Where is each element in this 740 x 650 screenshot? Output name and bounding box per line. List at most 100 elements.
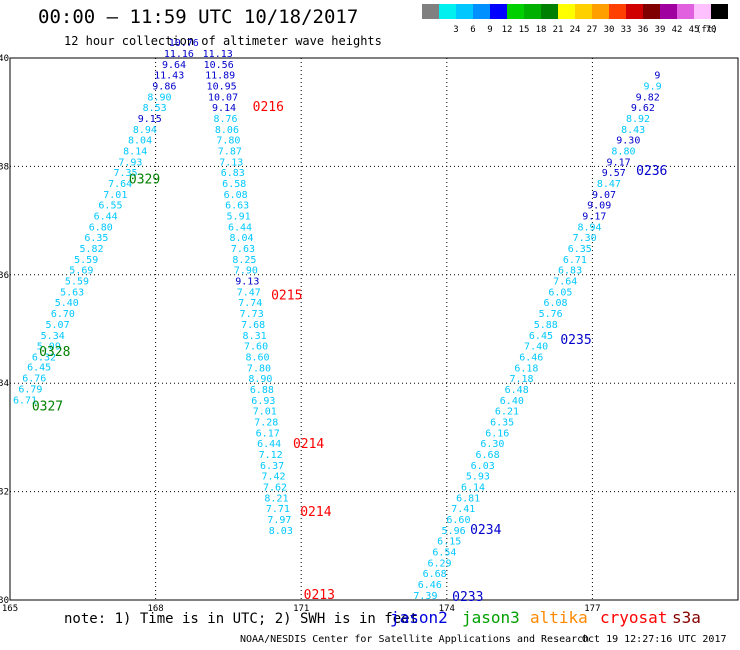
mission-label: s3a (672, 608, 701, 627)
legend-unit: (ft) (696, 25, 718, 35)
lat-tick-label: 34 (0, 379, 9, 389)
wave-height-value: 8.14 (123, 146, 147, 157)
legend-tick-label: 70 (706, 25, 717, 35)
legend-swatch (541, 4, 558, 19)
wave-height-value: 6.54 (432, 548, 456, 559)
pass-time-label: 0214 (293, 437, 324, 452)
wave-height-value: 11.16 (164, 49, 194, 60)
pass-time-label: 0235 (560, 333, 591, 348)
wave-height-value: 7.28 (254, 417, 278, 428)
wave-height-value: 6.68 (476, 450, 500, 461)
wave-height-value: 8.92 (626, 114, 650, 125)
mission-label: cryosat (600, 608, 668, 627)
wave-height-value: 9.17 (582, 212, 606, 223)
legend-swatch (456, 4, 473, 19)
wave-height-value: 8.04 (229, 233, 253, 244)
lon-tick-label: 177 (584, 604, 600, 614)
wave-height-value: 9.82 (636, 92, 660, 103)
wave-height-value: 7.87 (218, 146, 242, 157)
wave-height-value: 7.90 (234, 266, 258, 277)
wave-height-value: 6.71 (13, 395, 37, 406)
map-frame (9, 57, 739, 601)
wave-height-value: 8.90 (147, 92, 171, 103)
wave-height-value: 6.44 (94, 212, 118, 223)
wave-height-value: 6.17 (256, 428, 280, 439)
wave-height-value: 7.64 (108, 179, 132, 190)
pass-time-label: 0214 (300, 505, 331, 520)
wave-height-value: 8.53 (143, 103, 167, 114)
wave-height-value: 10.76 (169, 38, 199, 49)
time-label-layer: 0327 0328 0329 0216 0215 0214 0214 0213 0233 0234… (32, 100, 668, 605)
wave-height-value: 6.45 (27, 363, 51, 374)
mission-label: jason3 (462, 608, 520, 627)
wave-height-value: 6.70 (51, 309, 75, 320)
wave-height-value: 5.96 (442, 526, 466, 537)
wave-height-value: 6.58 (222, 179, 246, 190)
wave-height-value: 5.88 (534, 320, 558, 331)
wave-height-value: 7.93 (118, 157, 142, 168)
mission-label: jason2 (390, 608, 448, 627)
legend-swatch (422, 4, 439, 19)
lat-tick-label: 38 (0, 162, 9, 172)
wave-height-value: 6.93 (251, 396, 275, 407)
wave-height-value: 6.63 (225, 201, 249, 212)
legend-tick-label: 30 (604, 25, 615, 35)
wave-height-value: 6.55 (98, 201, 122, 212)
wave-height-value: 8.94 (577, 222, 601, 233)
wave-height-value: 6.71 (563, 255, 587, 266)
wave-height-value: 6.35 (490, 417, 514, 428)
wave-height-value: 5.07 (46, 320, 70, 331)
wave-height-value: 8.60 (245, 352, 269, 363)
wave-height-value: 9.09 (587, 201, 611, 212)
wave-height-value: 9.14 (212, 103, 236, 114)
legend-tick-label: 15 (519, 25, 530, 35)
track-0328: 6.716.796.766.456.325.095.345.076.705.40… (13, 38, 199, 406)
pass-time-label: 0213 (304, 588, 335, 603)
wave-height-value: 8.25 (232, 255, 256, 266)
wave-height-value: 6.76 (22, 374, 46, 385)
wave-height-value: 9.57 (602, 168, 626, 179)
legend-tick-label: 9 (487, 25, 492, 35)
mission-label: altika (530, 608, 588, 627)
wave-height-value: 7.42 (261, 472, 285, 483)
map-grid: 165 168 171 174 177 40 38 36 34 32 30 (0, 54, 738, 614)
wave-height-value: 7.35 (113, 168, 137, 179)
legend-tick-label: 27 (587, 25, 598, 35)
wave-height-value: 5.59 (74, 255, 98, 266)
wave-height-value: 11.89 (205, 71, 235, 82)
wave-height-value: 6.35 (84, 233, 108, 244)
legend-tick-label: 24 (570, 25, 581, 35)
pass-time-label: 0329 (129, 173, 160, 188)
legend-tick-label: 33 (621, 25, 632, 35)
wave-height-value: 9.15 (138, 114, 162, 125)
wave-height-value: 5.40 (55, 298, 79, 309)
wave-height-value: 6.60 (446, 515, 470, 526)
wave-height-value: 6.14 (461, 483, 485, 494)
wave-height-value: 6.32 (32, 352, 56, 363)
wave-height-value: 10.07 (208, 92, 238, 103)
legend-tick-label: 3 (453, 25, 458, 35)
lon-tick-label: 165 (2, 604, 18, 614)
wave-height-value: 8.80 (611, 146, 635, 157)
wave-height-value: 7.41 (451, 504, 475, 515)
legend-swatch (490, 4, 507, 19)
wave-height-value: 9.07 (592, 190, 616, 201)
wave-height-value: 7.12 (259, 450, 283, 461)
wave-height-value: 6.46 (418, 580, 442, 591)
legend-swatch (643, 4, 660, 19)
wave-height-value: 7.63 (231, 244, 255, 255)
footer-note: note: 1) Time is in UTC; 2) SWH is in fe… (64, 611, 419, 627)
legend-swatch (592, 4, 609, 19)
legend-tick-label: 36 (638, 25, 649, 35)
wave-height-value: 5.34 (41, 331, 65, 342)
track-0235: 7.396.466.686.296.546.155.966.607.416.81… (413, 71, 661, 602)
legend-tick-label: 12 (502, 25, 513, 35)
legend-swatch (711, 4, 728, 19)
legend-swatch (575, 4, 592, 19)
wave-height-value: 8.47 (597, 179, 621, 190)
pass-time-label: 0215 (271, 289, 302, 304)
wave-height-value: 7.47 (237, 287, 261, 298)
wave-height-value: 9.17 (607, 157, 631, 168)
wave-height-value: 10.95 (207, 81, 237, 92)
